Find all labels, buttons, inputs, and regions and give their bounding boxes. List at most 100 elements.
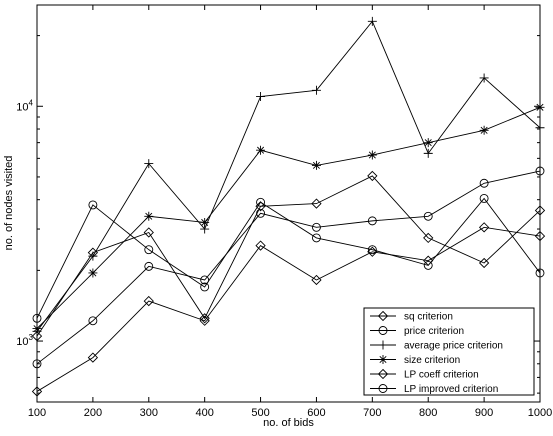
series-6 bbox=[32, 193, 545, 323]
data-point bbox=[311, 222, 321, 232]
data-point bbox=[256, 92, 266, 102]
data-point bbox=[378, 326, 388, 335]
legend-item: price criterion bbox=[370, 326, 464, 337]
data-point bbox=[423, 260, 433, 270]
series-2 bbox=[32, 166, 545, 369]
legend-label: price criterion bbox=[404, 326, 464, 337]
data-point bbox=[479, 73, 489, 83]
data-point bbox=[377, 368, 389, 380]
data-point bbox=[88, 268, 98, 278]
series-group bbox=[31, 16, 546, 397]
x-tick-label: 400 bbox=[195, 407, 213, 419]
x-tick-label: 700 bbox=[363, 407, 381, 419]
data-point bbox=[32, 324, 42, 334]
x-tick-label: 500 bbox=[251, 407, 269, 419]
data-point bbox=[535, 123, 545, 133]
series-1 bbox=[31, 222, 546, 397]
legend-box bbox=[363, 307, 535, 396]
data-point bbox=[478, 222, 490, 233]
data-point bbox=[367, 170, 378, 182]
x-tick-label: 800 bbox=[419, 407, 437, 419]
data-point bbox=[32, 359, 42, 369]
data-point bbox=[311, 160, 321, 170]
data-point bbox=[423, 148, 433, 158]
data-point bbox=[32, 313, 42, 323]
data-point bbox=[143, 227, 154, 238]
series-line bbox=[36, 20, 541, 332]
data-point bbox=[423, 138, 433, 148]
x-tick-label: 1000 bbox=[528, 407, 552, 419]
data-point bbox=[87, 247, 99, 258]
data-point bbox=[423, 232, 434, 244]
legend-label: LP improved criterion bbox=[404, 384, 498, 395]
y-axis: 103 104 bbox=[16, 35, 540, 394]
data-point bbox=[311, 198, 322, 209]
legend-item: size criterion bbox=[370, 355, 460, 366]
data-point bbox=[478, 257, 490, 269]
data-point bbox=[200, 282, 210, 292]
data-point bbox=[534, 205, 546, 216]
data-point bbox=[311, 274, 322, 286]
data-point bbox=[423, 211, 433, 221]
x-tick-label: 200 bbox=[84, 407, 102, 419]
data-point bbox=[479, 193, 489, 203]
data-point bbox=[378, 384, 388, 393]
x-axis: 100 200 300 400 500 600 700 800 900 1000 bbox=[28, 5, 552, 419]
data-point bbox=[255, 240, 266, 251]
series-3 bbox=[32, 16, 545, 336]
series-line bbox=[36, 197, 541, 319]
legend-item: average price criterion bbox=[370, 340, 503, 352]
data-point bbox=[199, 313, 210, 324]
data-point bbox=[144, 245, 154, 255]
series-line bbox=[36, 175, 541, 337]
data-point bbox=[367, 216, 377, 226]
y-tick-label: 103 bbox=[16, 333, 33, 348]
data-point bbox=[367, 245, 377, 255]
data-point bbox=[377, 310, 389, 322]
data-point bbox=[311, 85, 321, 95]
data-point bbox=[88, 200, 98, 210]
data-point bbox=[367, 16, 377, 26]
data-point bbox=[200, 217, 210, 227]
data-point bbox=[534, 230, 546, 242]
series-line bbox=[36, 226, 541, 392]
data-point bbox=[535, 102, 545, 112]
plot-frame bbox=[36, 4, 541, 403]
data-point bbox=[256, 145, 266, 155]
x-tick-label: 600 bbox=[307, 407, 325, 419]
data-point bbox=[144, 261, 154, 271]
legend-item: sq criterion bbox=[370, 310, 453, 323]
x-tick-label: 100 bbox=[28, 407, 46, 419]
series-4 bbox=[32, 102, 545, 334]
y-tick-label: 104 bbox=[16, 98, 33, 113]
x-tick-label: 300 bbox=[140, 407, 158, 419]
y-axis-label: no. of nodes visited bbox=[3, 156, 15, 251]
x-axis-label: no. of bids bbox=[263, 417, 314, 429]
data-point bbox=[535, 268, 545, 278]
legend-item: LP improved criterion bbox=[370, 384, 498, 395]
data-point bbox=[256, 197, 266, 207]
data-point bbox=[31, 330, 43, 342]
x-tick-label: 900 bbox=[475, 407, 493, 419]
data-point bbox=[378, 355, 388, 364]
data-point bbox=[31, 386, 43, 397]
data-point bbox=[144, 159, 154, 169]
series-5 bbox=[31, 170, 546, 342]
legend-label: size criterion bbox=[404, 355, 460, 366]
data-point bbox=[144, 211, 154, 221]
data-point bbox=[479, 178, 489, 188]
data-point bbox=[311, 233, 321, 243]
legend-label: LP coeff criterion bbox=[404, 370, 479, 381]
data-point bbox=[200, 275, 210, 285]
data-point bbox=[378, 340, 388, 350]
legend: sq criterion price criterion average price… bbox=[363, 307, 535, 396]
data-point bbox=[535, 166, 545, 176]
data-point bbox=[88, 316, 98, 326]
data-point bbox=[479, 125, 489, 135]
legend-label: sq criterion bbox=[404, 312, 453, 323]
legend-label: average price criterion bbox=[404, 341, 503, 352]
series-line bbox=[36, 170, 541, 365]
series-line bbox=[36, 106, 541, 329]
data-point bbox=[143, 295, 154, 307]
